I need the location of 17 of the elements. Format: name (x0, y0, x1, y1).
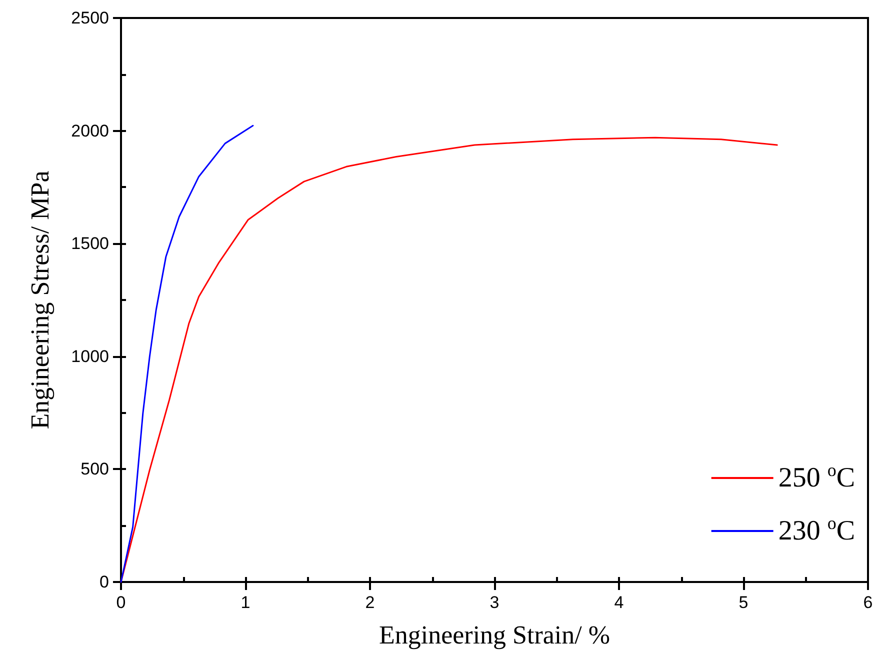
x-tick-label: 4 (614, 593, 624, 612)
x-tick-label: 5 (738, 593, 748, 612)
y-tick-label: 1000 (71, 346, 109, 366)
x-tick-label: 3 (490, 593, 500, 612)
line-series (120, 136, 778, 583)
x-tick-label: 1 (240, 593, 250, 612)
x-tick-label: 6 (863, 593, 873, 612)
y-axis-title: Engineering Stress/ MPa (26, 170, 54, 430)
y-tick-label: 1500 (71, 234, 109, 254)
line-series (120, 124, 254, 583)
y-tick-label: 2500 (71, 8, 109, 28)
x-tick-label: 2 (365, 593, 375, 612)
x-tick-label: 0 (116, 593, 126, 612)
x-axis-title: Engineering Strain/ % (378, 620, 610, 650)
y-tick-label: 500 (80, 460, 109, 479)
y-tick-label: 2000 (71, 121, 109, 140)
y-tick-label: 0 (100, 572, 109, 592)
